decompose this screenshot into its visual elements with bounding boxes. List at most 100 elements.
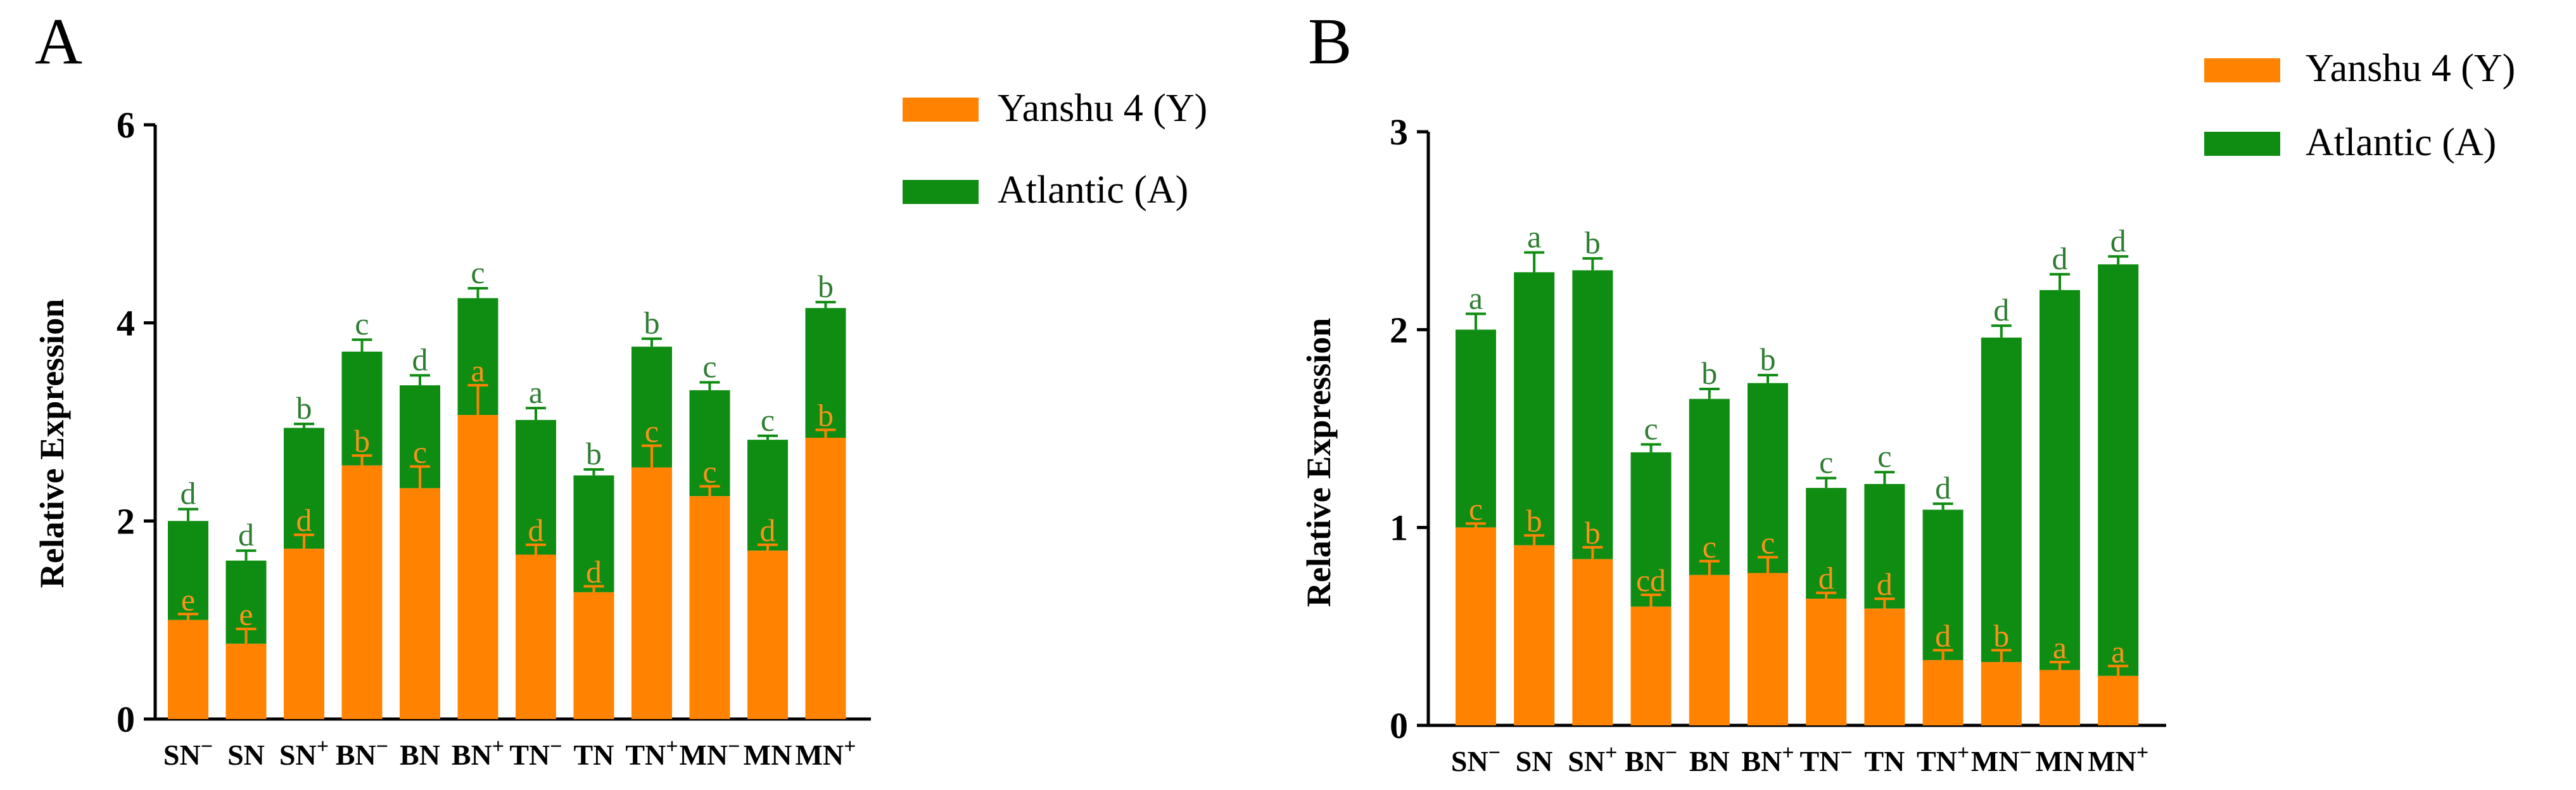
bar-yanshu: [1630, 606, 1672, 725]
letter-atlantic: d: [412, 342, 428, 378]
bar-yanshu: [341, 465, 383, 719]
letter-atlantic: b: [296, 390, 312, 426]
category-label: TN: [1864, 745, 1905, 777]
y-tick-label: 3: [1390, 111, 1408, 153]
bar-yanshu: [631, 467, 672, 719]
category-label: BN−: [336, 735, 388, 771]
category-label: TN+: [625, 735, 678, 771]
y-tick-label: 1: [1390, 507, 1408, 549]
legend-b-atlantic-swatch: [2204, 132, 2280, 156]
letter-yanshu: c: [413, 434, 427, 469]
bar-yanshu: [747, 551, 788, 719]
category-label: SN: [227, 739, 265, 771]
y-tick-label: 6: [117, 105, 135, 146]
bar-yanshu: [689, 496, 730, 719]
bar-atlantic: [1864, 483, 1905, 609]
letter-atlantic: b: [1701, 355, 1717, 391]
bar-atlantic: [1572, 270, 1613, 559]
bar-atlantic: [2098, 264, 2139, 676]
bar-atlantic: [1514, 272, 1555, 545]
bar-yanshu: [1864, 608, 1905, 725]
category-label: TN: [574, 739, 614, 771]
category-label: BN: [1689, 745, 1730, 777]
letter-atlantic: d: [2110, 223, 2126, 258]
y-tick-label: 2: [117, 500, 135, 542]
bar-atlantic: [168, 521, 208, 620]
letter-yanshu: a: [471, 353, 485, 388]
panel-a: A Yanshu 4 (Y) Atlantic (A) Relative Exp…: [33, 5, 1207, 771]
category-label: TN−: [509, 735, 562, 771]
legend-b-atlantic-label: Atlantic (A): [2306, 121, 2496, 164]
bar-yanshu: [284, 549, 324, 719]
category-label: TN−: [1800, 741, 1853, 777]
bar-atlantic: [1806, 488, 1847, 599]
letter-atlantic: c: [355, 306, 369, 341]
legend-a-atlantic-label: Atlantic (A): [998, 169, 1188, 212]
letter-yanshu: d: [528, 513, 544, 548]
letter-yanshu: b: [1993, 618, 2009, 653]
category-label: TN+: [1917, 741, 1969, 777]
panel-a-y-axis-title: Relative Expression: [33, 299, 71, 589]
letter-yanshu: c: [1469, 491, 1483, 526]
legend-a-yanshu-swatch: [903, 98, 979, 122]
panel-a-legend: Yanshu 4 (Y) Atlantic (A): [903, 87, 1207, 212]
panel-b-plot-area: 0123caSN−baSNbbSN+cdcBN−cbBNcbBN+dcTN−dc…: [1390, 111, 2166, 777]
bar-atlantic: [516, 419, 556, 555]
letter-yanshu: c: [702, 454, 716, 490]
letter-yanshu: b: [818, 398, 834, 433]
y-tick-label: 4: [117, 303, 135, 344]
letter-yanshu: e: [181, 582, 195, 617]
letter-yanshu: d: [1877, 566, 1893, 602]
bar-yanshu: [1689, 575, 1730, 725]
bar-atlantic: [1630, 452, 1672, 607]
letter-atlantic: c: [1877, 438, 1891, 474]
bar-yanshu: [1572, 559, 1613, 725]
bar-yanshu: [1456, 527, 1496, 725]
letter-atlantic: c: [471, 255, 485, 290]
y-tick-label: 0: [1390, 705, 1408, 746]
bar-atlantic: [805, 308, 846, 438]
bar-atlantic: [747, 440, 788, 551]
letter-yanshu: d: [1818, 561, 1834, 596]
category-label: SN+: [1568, 741, 1617, 777]
bar-yanshu: [400, 488, 440, 719]
category-label: MN: [2036, 745, 2084, 777]
y-tick-label: 0: [117, 699, 135, 740]
letter-atlantic: c: [761, 402, 775, 438]
bar-atlantic: [284, 428, 324, 549]
category-label: SN+: [279, 735, 329, 771]
letter-atlantic: a: [1527, 219, 1541, 255]
letter-atlantic: c: [1819, 445, 1833, 480]
bar-yanshu: [1748, 573, 1788, 725]
letter-atlantic: b: [644, 305, 660, 341]
bar-yanshu: [168, 620, 208, 719]
category-label: SN−: [1451, 741, 1501, 777]
panel-b-letter: B: [1308, 5, 1352, 78]
letter-atlantic: d: [1935, 470, 1951, 506]
panel-b: B Yanshu 4 (Y) Atlantic (A) Relative Exp…: [1300, 5, 2515, 777]
letter-atlantic: d: [238, 517, 254, 552]
panel-b-legend: Yanshu 4 (Y) Atlantic (A): [2204, 47, 2515, 164]
bar-yanshu: [1806, 599, 1847, 725]
letter-yanshu: d: [1935, 618, 1951, 653]
letter-yanshu: e: [239, 597, 253, 632]
letter-atlantic: a: [529, 374, 543, 410]
legend-a-yanshu-label: Yanshu 4 (Y): [998, 87, 1207, 130]
bar-yanshu: [225, 644, 267, 719]
letter-atlantic: b: [818, 269, 834, 304]
bar-atlantic: [1748, 383, 1788, 573]
letter-yanshu: d: [296, 502, 312, 538]
letter-atlantic: c: [1644, 411, 1658, 446]
bar-yanshu: [805, 438, 846, 719]
category-label: MN−: [679, 735, 740, 771]
category-label: MN: [744, 739, 792, 771]
bar-yanshu: [573, 592, 614, 719]
letter-yanshu: b: [1526, 503, 1542, 538]
panel-b-y-axis-title: Relative Expression: [1300, 318, 1338, 608]
bar-atlantic: [2040, 290, 2080, 670]
letter-atlantic: b: [1760, 341, 1776, 377]
legend-a-atlantic-swatch: [903, 180, 979, 204]
panel-a-letter: A: [35, 5, 82, 78]
bar-yanshu: [516, 554, 556, 719]
